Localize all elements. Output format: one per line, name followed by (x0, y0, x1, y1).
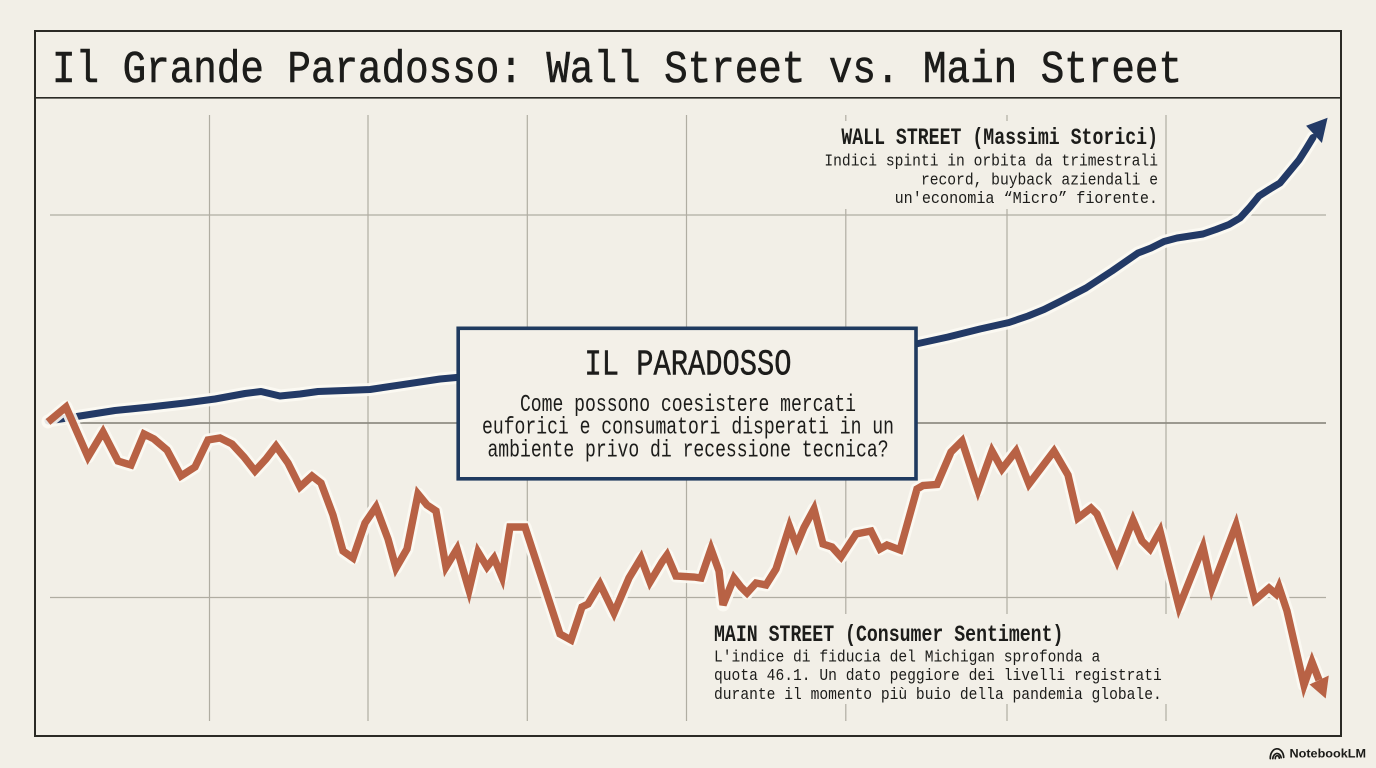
svg-text:Come possono coesistere mercat: Come possono coesistere mercati (520, 392, 856, 419)
svg-text:Indici spinti in orbita da tri: Indici spinti in orbita da trimestrali (824, 153, 1158, 172)
svg-text:ambiente privo di recessione t: ambiente privo di recessione tecnica? (487, 438, 888, 465)
svg-text:quota 46.1. Un dato peggiore d: quota 46.1. Un dato peggiore dei livelli… (714, 667, 1162, 686)
svg-text:un'economia “Micro” fiorente.: un'economia “Micro” fiorente. (895, 190, 1158, 209)
svg-text:record, buyback aziendali e: record, buyback aziendali e (921, 171, 1158, 190)
svg-text:MAIN STREET (Consumer Sentimen: MAIN STREET (Consumer Sentiment) (714, 622, 1063, 648)
svg-text:WALL STREET (Massimi Storici): WALL STREET (Massimi Storici) (841, 125, 1158, 151)
svg-text:euforici e consumatori dispera: euforici e consumatori disperati in un (482, 415, 894, 442)
svg-text:durante il momento più buio de: durante il momento più buio della pandem… (714, 686, 1162, 705)
svg-text:Il Grande Paradosso: Wall Stre: Il Grande Paradosso: Wall Street vs. Mai… (52, 45, 1182, 96)
svg-text:NotebookLM: NotebookLM (1290, 746, 1367, 760)
svg-text:L'indice di fiducia del Michig: L'indice di fiducia del Michigan sprofon… (714, 648, 1100, 667)
svg-text:IL PARADOSSO: IL PARADOSSO (585, 345, 792, 386)
